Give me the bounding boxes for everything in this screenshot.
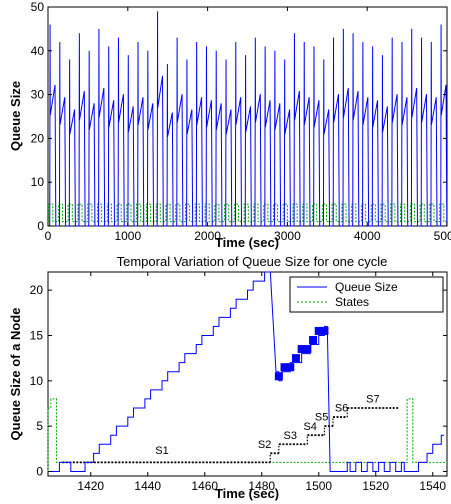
states-series-line [47,398,447,472]
highlight-marker [320,326,329,335]
legend-entry-states: States [335,295,369,309]
bottom-x-tick-label: 1480 [248,479,275,493]
top-plot-content [48,11,448,227]
state-annotation-s7: S7 [366,394,379,406]
bottom-y-tick-label: 20 [30,283,44,297]
highlight-marker [291,354,300,363]
top-x-tick-label: 2000 [194,229,221,243]
top-y-tick-label: 0 [37,219,44,233]
bottom-x-tick-label: 1500 [305,479,332,493]
queue-size-series-line [48,271,445,472]
legend: Queue Size States [289,276,444,313]
highlight-marker [303,345,312,354]
queue-size-series-line [48,11,448,227]
bottom-y-tick-label: 5 [36,419,43,433]
states-series-line [48,203,447,223]
top-y-tick-label: 20 [31,131,45,145]
highlight-marker [314,326,323,335]
bottom-chart: Temporal Variation of Queue Size for one… [8,254,448,501]
bottom-chart-title: Temporal Variation of Queue Size for one… [117,254,388,269]
bottom-y-tick-label: 0 [36,464,43,478]
highlight-marker [286,363,295,372]
bottom-x-ticks: 1420 1440 1460 1480 1500 1520 1540 [77,272,446,493]
top-y-axis-label: Queue Size [8,81,23,151]
top-x-tick-label: 4000 [354,229,381,243]
bottom-y-tick-label: 10 [30,374,44,388]
top-x-tick-label: 1000 [114,229,141,243]
top-x-axis-label: Time (sec) [215,235,279,250]
state-annotation-s4: S4 [303,421,316,433]
state-annotation-s2: S2 [258,439,271,451]
top-y-tick-label: 10 [31,175,45,189]
state-annotation-s5: S5 [315,412,328,424]
top-y-tick-label: 30 [31,88,45,102]
bottom-x-tick-label: 1440 [134,479,161,493]
highlight-marker [280,363,289,372]
top-x-tick-label: 3000 [274,229,301,243]
state-annotation-s6: S6 [335,403,348,415]
bottom-x-tick-label: 1520 [362,479,389,493]
top-y-tick-label: 50 [31,0,45,14]
top-y-tick-label: 40 [31,44,45,58]
highlight-marker [309,336,318,344]
bottom-x-tick-label: 1460 [191,479,218,493]
bottom-x-tick-label: 1540 [419,479,446,493]
bottom-y-tick-label: 15 [30,328,44,342]
state-annotation-s1: S1 [155,445,168,457]
legend-box [289,276,444,313]
bottom-x-axis-label: Time (sec) [215,486,279,501]
bottom-y-ticks: 0 5 10 15 20 [30,283,447,478]
state-annotation-s3: S3 [284,430,297,442]
top-y-ticks: 0 10 20 30 40 50 [31,0,447,233]
top-x-tick-label: 0 [45,229,52,243]
bottom-y-axis-label: Queue Size of a Node [8,308,23,441]
bottom-x-tick-label: 1420 [77,479,104,493]
legend-entry-queue-size: Queue Size [335,280,398,294]
highlight-marker [274,372,283,381]
highlight-marker [297,345,306,354]
